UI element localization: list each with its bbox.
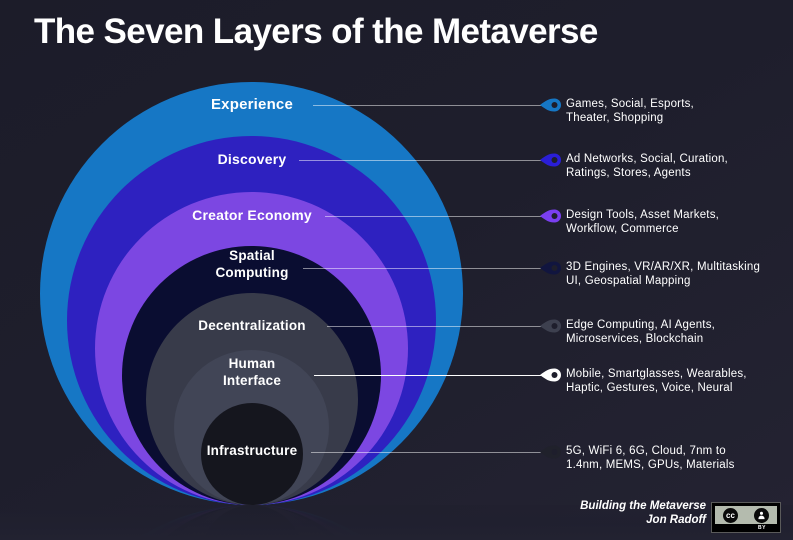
layer-label-discovery: Discovery [217, 151, 287, 167]
layer-circle-discovery [67, 505, 436, 540]
connector-line [303, 268, 541, 269]
layer-circle-human-interface [174, 505, 329, 540]
layer-label-experience: Experience [210, 96, 294, 113]
connector-line [311, 452, 541, 453]
layer-description: Ad Networks, Social, Curation, Ratings, … [566, 153, 728, 179]
layer-description: 3D Engines, VR/AR/XR, Multitasking UI, G… [566, 261, 761, 287]
layer-label-human-interface: Human Interface [222, 356, 282, 388]
pin-marker-icon [540, 153, 561, 167]
connector-line [314, 374, 541, 377]
pin-marker-icon [540, 261, 561, 275]
layer-label-decentralization: Decentralization [198, 318, 306, 333]
pin-marker-icon [540, 319, 561, 333]
layer-description: Edge Computing, AI Agents, Microservices… [566, 319, 716, 345]
connector-line [299, 160, 541, 161]
layer-label-infrastructure: Infrastructure [206, 443, 298, 458]
layer-label-creator-economy: Creator Economy [192, 207, 312, 223]
layer-circle-spatial-computing [122, 505, 381, 540]
pin-marker-icon [540, 209, 561, 223]
layer-description: 5G, WiFi 6, 6G, Cloud, 7nm to 1.4nm, MEM… [566, 445, 735, 471]
layer-circle-infrastructure [201, 403, 303, 505]
page-title: The Seven Layers of the Metaverse [34, 12, 598, 51]
pin-marker-icon [540, 368, 561, 382]
credit-author: Jon Radoff [646, 514, 706, 526]
cc-icon: cc [723, 507, 738, 523]
connector-line [325, 216, 541, 217]
layer-description: Games, Social, Esports, Theater, Shoppin… [566, 98, 694, 124]
layer-circle-infrastructure [201, 505, 303, 540]
layer-circle-creator-economy [95, 505, 408, 540]
connector-line [327, 326, 541, 327]
cc-by-license-badge: cc BY [711, 502, 781, 533]
by-label: BY [758, 525, 766, 531]
pin-marker-icon [540, 98, 561, 112]
layer-circle-decentralization [146, 505, 358, 540]
layer-description: Design Tools, Asset Markets, Workflow, C… [566, 209, 720, 235]
credit-work-title: Building the Metaverse [580, 500, 706, 512]
attribution-person-icon [754, 507, 769, 523]
layer-label-spatial-computing: Spatial Computing [215, 248, 289, 280]
credit-text: Building the Metaverse Jon Radoff [480, 499, 706, 527]
connector-line [313, 105, 541, 106]
layer-description: Mobile, Smartglasses, Wearables, Haptic,… [566, 368, 747, 394]
layer-circle-experience [40, 505, 463, 540]
pin-marker-icon [540, 445, 561, 459]
cc-badge-panel: cc [715, 506, 777, 524]
